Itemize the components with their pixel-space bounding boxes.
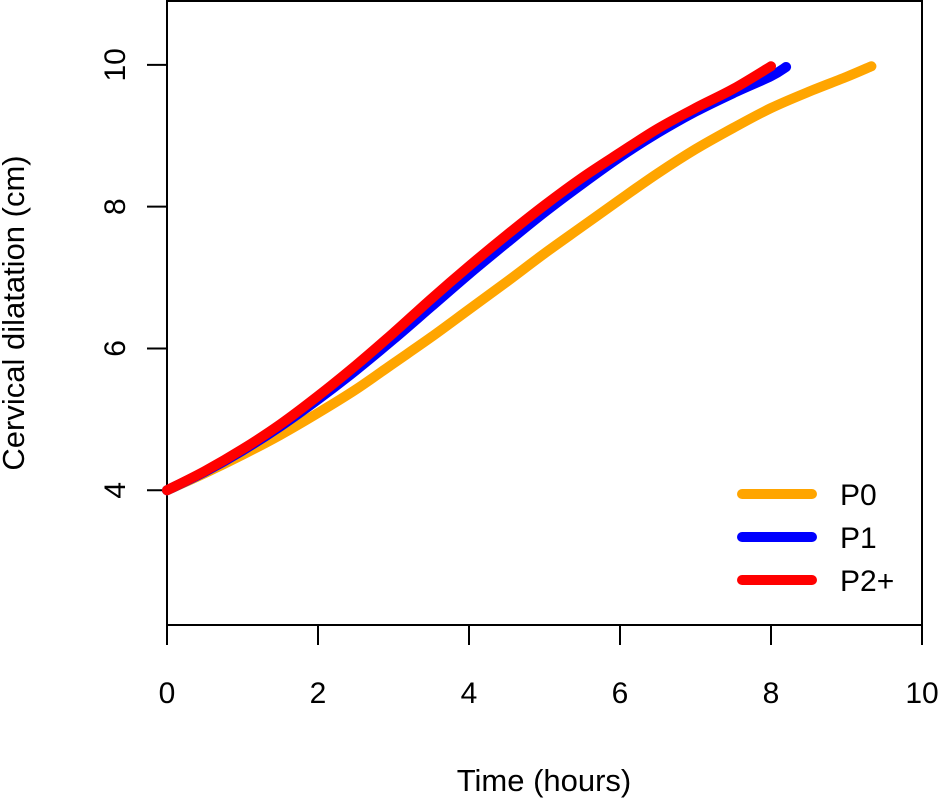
x-tick-label: 8 xyxy=(763,677,780,710)
series-layer xyxy=(162,61,877,496)
y-tick-label: 4 xyxy=(99,482,132,499)
y-tick-label: 8 xyxy=(99,198,132,215)
plot-frame xyxy=(166,0,923,626)
series-line-p2 xyxy=(162,61,776,496)
series-line-p1 xyxy=(162,61,792,496)
x-tick-label: 2 xyxy=(310,677,327,710)
y-axis-title: Cervical dilatation (cm) xyxy=(0,155,31,470)
legend-label: P1 xyxy=(840,522,877,555)
y-tick-label: 10 xyxy=(99,48,132,81)
legend: P0 P1 P2+ xyxy=(737,479,894,598)
y-tick-label: 6 xyxy=(99,340,132,357)
x-tick-label: 4 xyxy=(461,677,478,710)
legend-label: P2+ xyxy=(840,565,894,598)
legend-label: P0 xyxy=(840,479,877,512)
x-tick-label: 0 xyxy=(159,677,176,710)
series-line-p0 xyxy=(162,61,877,496)
x-tick-label: 6 xyxy=(612,677,629,710)
x-axis: 0 2 4 6 8 10 xyxy=(159,625,939,710)
x-tick-label: 10 xyxy=(905,677,938,710)
y-axis: 4 6 8 10 xyxy=(99,48,167,499)
x-axis-title: Time (hours) xyxy=(457,763,632,798)
